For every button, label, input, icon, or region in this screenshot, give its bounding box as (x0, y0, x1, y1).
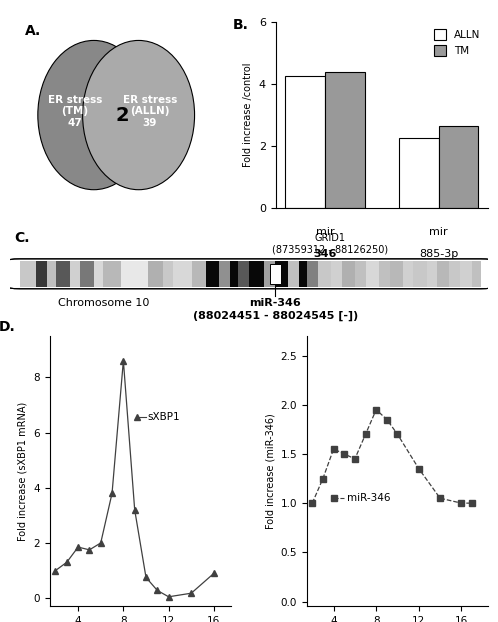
Text: mir: mir (316, 227, 334, 237)
Bar (219, 261, 230, 287)
Text: A.: A. (25, 24, 41, 38)
Text: ER stress
(TM)
47: ER stress (TM) 47 (48, 95, 102, 128)
Text: sXBP1: sXBP1 (147, 412, 180, 422)
Bar (427, 261, 437, 287)
Text: GRID1
(87359312 - 88126250): GRID1 (87359312 - 88126250) (272, 233, 388, 254)
Bar (288, 261, 299, 287)
Text: Chromosome 10: Chromosome 10 (58, 298, 149, 308)
Bar (472, 261, 481, 287)
Bar (19, 261, 36, 287)
Text: D.: D. (0, 320, 16, 333)
Legend: ALLN, TM: ALLN, TM (431, 27, 483, 58)
Bar (318, 261, 331, 287)
FancyBboxPatch shape (7, 259, 493, 289)
Bar (173, 261, 192, 287)
Bar (47, 261, 56, 287)
Bar (192, 261, 206, 287)
Bar (449, 261, 460, 287)
Bar (122, 261, 147, 287)
Bar (56, 261, 70, 287)
Text: 2: 2 (116, 106, 129, 124)
Bar (163, 261, 173, 287)
Bar (331, 261, 342, 287)
Bar (147, 261, 163, 287)
Bar (70, 261, 80, 287)
Bar (94, 261, 103, 287)
Text: (88024451 - 88024545 [-]): (88024451 - 88024545 [-]) (193, 311, 358, 322)
Bar (103, 261, 122, 287)
Bar (342, 261, 355, 287)
Y-axis label: Fold increase (miR-346): Fold increase (miR-346) (265, 413, 275, 529)
Text: ER stress
(ALLN)
39: ER stress (ALLN) 39 (123, 95, 177, 128)
Bar (80, 261, 94, 287)
Text: 885-3p: 885-3p (419, 249, 458, 259)
Text: C.: C. (15, 231, 30, 245)
Text: B.: B. (233, 18, 249, 32)
Bar (355, 261, 366, 287)
Bar (206, 261, 219, 287)
Bar (325, 72, 365, 208)
Bar (36, 261, 47, 287)
Y-axis label: Fold increase (sXBP1 mRNA): Fold increase (sXBP1 mRNA) (18, 402, 28, 541)
Bar (437, 261, 449, 287)
Bar (439, 126, 479, 208)
Text: miR-346: miR-346 (347, 493, 390, 503)
Text: miR-346: miR-346 (249, 298, 301, 308)
Bar (285, 76, 325, 208)
Bar (269, 264, 281, 284)
Bar (403, 261, 413, 287)
Text: mir: mir (429, 227, 448, 237)
Bar (230, 261, 239, 287)
Bar (379, 261, 389, 287)
Bar (264, 261, 275, 287)
Bar (413, 261, 427, 287)
Y-axis label: Fold increase /control: Fold increase /control (243, 63, 253, 167)
Bar (389, 261, 403, 287)
Bar (275, 261, 288, 287)
Text: 346: 346 (313, 249, 337, 259)
Bar (307, 261, 318, 287)
Bar (399, 139, 439, 208)
Bar (299, 261, 307, 287)
Bar (249, 261, 264, 287)
Bar (460, 261, 472, 287)
Bar (239, 261, 249, 287)
Ellipse shape (83, 40, 195, 190)
Ellipse shape (38, 40, 150, 190)
Bar (366, 261, 379, 287)
